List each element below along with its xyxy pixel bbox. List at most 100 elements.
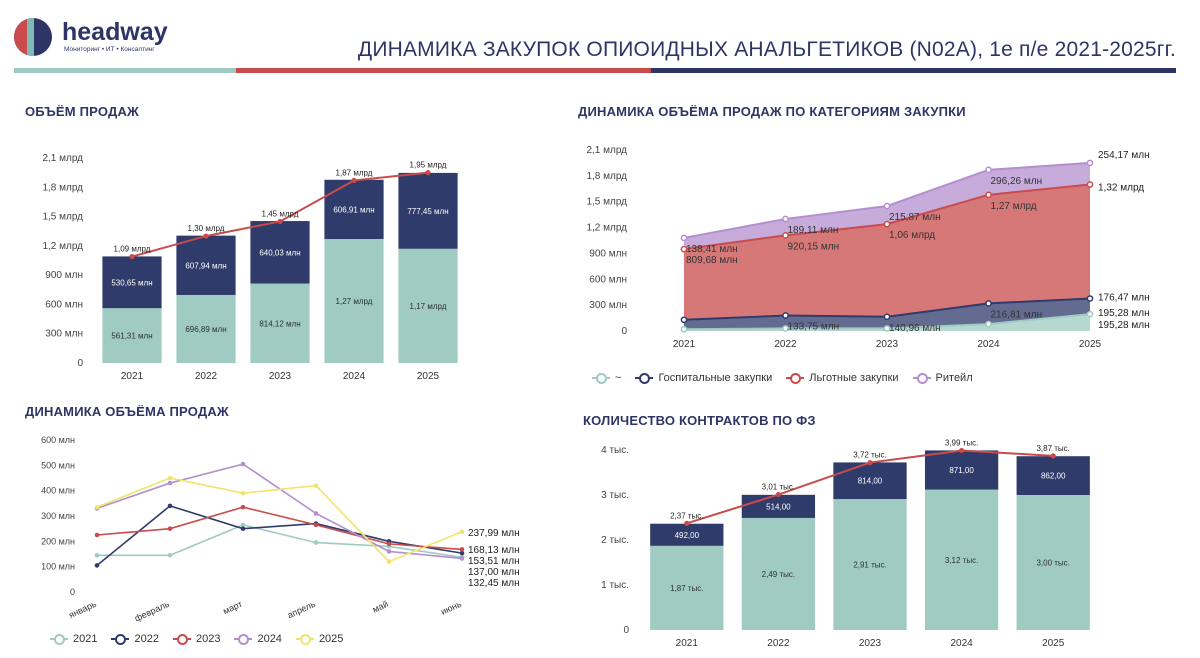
- sales-dynamics-chart: 0 100 млн 200 млн 300 млн 400 млн 500 млн 600 …: [41, 435, 520, 624]
- dynamics-point-2025: [386, 559, 392, 564]
- dynamics-xtick: май: [371, 599, 390, 615]
- dynamics-point-2025: [167, 475, 173, 481]
- legend-item-2021[interactable]: 2021: [50, 633, 97, 645]
- dynamics-ytick: 0: [70, 587, 75, 597]
- sales-volume-bar-top: [324, 179, 384, 240]
- sales-volume-bar-top: [102, 256, 162, 309]
- contracts-total-label: 2,37 тыс.: [670, 511, 703, 520]
- contracts-bar-top-label: 514,00: [766, 502, 791, 511]
- dynamics-point-2023: [94, 532, 100, 538]
- category-point-other: [883, 325, 891, 332]
- header-stripe: [14, 68, 1176, 73]
- sales-volume-ytick: 1,2 млрд: [42, 241, 83, 252]
- sales-volume-bar-top-label: 640,03 млн: [259, 248, 300, 257]
- sales-volume-ytick: 300 млн: [45, 329, 83, 340]
- category-point-retail: [782, 215, 789, 223]
- contracts-bar-base: [650, 545, 724, 630]
- category-point-preferential: [782, 231, 789, 239]
- category-point-preferential: [985, 191, 992, 199]
- dynamics-xtick: январь: [67, 599, 98, 621]
- legend-label: Льготные закупки: [809, 372, 899, 384]
- contracts-xtick: 2022: [767, 638, 790, 649]
- sales-volume-total-point: [129, 253, 135, 260]
- sales-volume-total-point: [277, 218, 283, 225]
- sales-volume-bar-base-label: 561,31 млн: [111, 332, 152, 341]
- sales-volume-total-label: 1,30 млрд: [188, 224, 225, 233]
- category-point-preferential: [680, 245, 688, 253]
- contracts-bar-top-label: 871,00: [949, 466, 974, 475]
- category-point-retail: [985, 166, 992, 174]
- sales-volume-bar-base-label: 1,17 млрд: [410, 302, 447, 311]
- category-data-label: 215,87 млн: [889, 212, 941, 223]
- dynamics-point-2023: [167, 526, 173, 531]
- sales-dynamics-title: ДИНАМИКА ОБЪЁМА ПРОДАЖ: [25, 404, 229, 419]
- legend-item-preferential[interactable]: Льготные закупки: [786, 372, 899, 384]
- dynamics-point-2023: [386, 541, 392, 547]
- category-data-label: 138,41 млн: [686, 244, 738, 255]
- category-data-label: 216,81 млн: [991, 309, 1043, 320]
- contracts-total-label: 3,99 тыс.: [945, 438, 978, 447]
- dynamics-point-2025: [313, 483, 319, 488]
- category-area-preferential: [684, 184, 1090, 320]
- dynamics-point-2023: [459, 547, 465, 552]
- contracts-bar-base-label: 3,00 тыс.: [1036, 559, 1069, 568]
- category-data-label: 1,27 млрд: [991, 201, 1037, 212]
- category-ytick: 1,8 млрд: [586, 171, 627, 182]
- stripe-teal: [14, 68, 236, 73]
- dynamics-line-2025: [96, 477, 463, 563]
- dynamics-point-2024: [313, 511, 319, 516]
- contracts-bar-top: [650, 523, 724, 546]
- contracts-bar-top: [1016, 456, 1090, 495]
- contracts-total-label: 3,87 тыс.: [1036, 444, 1069, 453]
- dynamics-point-2025: [240, 490, 246, 496]
- category-data-label: 920,15 млн: [788, 241, 840, 252]
- category-data-label: 189,11 млн: [788, 225, 839, 236]
- legend-item-2024[interactable]: 2024: [234, 633, 282, 645]
- contracts-total-point: [959, 447, 965, 454]
- legend-item-hospital[interactable]: Госпитальные закупки: [635, 372, 772, 384]
- sales-volume-xtick: 2023: [269, 371, 292, 382]
- legend-marker-icon: [295, 633, 314, 645]
- category-point-hospital: [782, 312, 789, 319]
- sales-by-category-chart: 0 300 млн 600 млн 900 млн 1,2 млрд 1,5 млрд 1,…: [586, 145, 1149, 350]
- contracts-xtick: 2025: [1042, 638, 1065, 649]
- sales-volume-bar-base: [102, 308, 162, 363]
- legend-item-retail[interactable]: Ритейл: [912, 372, 973, 384]
- legend-item-other[interactable]: ~: [592, 372, 621, 384]
- dynamics-point-2021: [94, 552, 100, 558]
- legend-item-2022[interactable]: 2022: [111, 633, 159, 645]
- legend-item-2025[interactable]: 2025: [295, 633, 344, 645]
- dynamics-point-2022: [167, 503, 173, 509]
- legend-label: 2025: [318, 633, 344, 645]
- category-data-label: 809,68 млн: [686, 255, 738, 266]
- sales-volume-ytick: 1,8 млрд: [42, 182, 83, 193]
- sales-volume-bar-base: [176, 294, 236, 363]
- dynamics-point-2022: [94, 563, 100, 568]
- contracts-xtick: 2023: [859, 638, 882, 649]
- category-point-hospital: [883, 313, 891, 321]
- category-ytick: 300 млн: [589, 300, 627, 311]
- contracts-bar-base: [1016, 495, 1090, 630]
- contracts-ytick: 0: [623, 625, 629, 636]
- category-ytick: 0: [621, 326, 627, 337]
- legend-item-2023[interactable]: 2023: [172, 633, 220, 645]
- contracts-bar-top-label: 492,00: [675, 531, 700, 540]
- contracts-xtick: 2021: [676, 638, 699, 649]
- sales-volume-bar-top: [176, 235, 236, 295]
- dynamics-point-2025: [459, 529, 465, 535]
- sales-volume-total-point: [203, 233, 209, 239]
- sales-volume-chart: 0 300 млн 600 млн 900 млн 1,2 млрд 1,5 млрд 1,…: [42, 153, 458, 382]
- dynamics-xtick: март: [221, 599, 243, 617]
- dynamics-line-2021: [97, 524, 463, 559]
- legend-label: 2021: [73, 633, 98, 645]
- dynamics-point-2023: [240, 504, 246, 510]
- sales-volume-ytick: 2,1 млрд: [42, 153, 83, 164]
- contracts-title: КОЛИЧЕСТВО КОНТРАКТОВ ПО ФЗ: [583, 413, 816, 428]
- category-ytick: 1,5 млрд: [586, 197, 627, 208]
- dynamics-xtick: июнь: [439, 599, 463, 617]
- dynamics-end-label: 153,51 млн: [468, 556, 520, 567]
- dynamics-end-label: 168,13 млн: [468, 545, 520, 556]
- category-end-label: 1,32 млрд: [1098, 182, 1144, 193]
- legend-marker-icon: [635, 372, 654, 384]
- sales-volume-bar-base-label: 696,89 млн: [185, 325, 226, 334]
